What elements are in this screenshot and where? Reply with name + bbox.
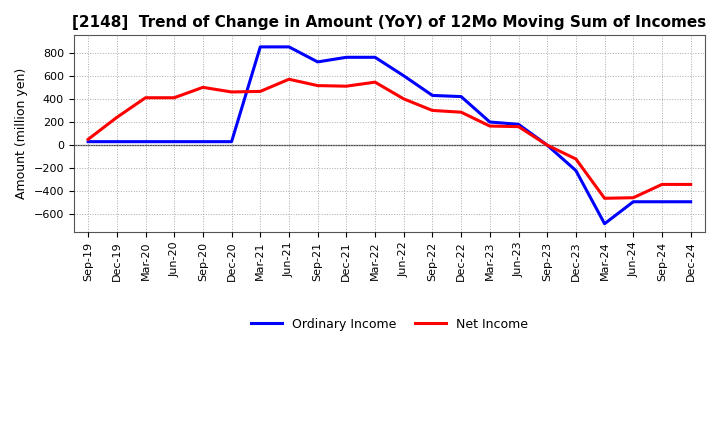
Ordinary Income [629, 199, 638, 205]
Net Income [284, 77, 293, 82]
Net Income [600, 196, 609, 201]
Net Income [199, 85, 207, 90]
Line: Net Income: Net Income [88, 79, 690, 198]
Ordinary Income [456, 94, 465, 99]
Ordinary Income [514, 122, 523, 127]
Net Income [543, 143, 552, 148]
Net Income [456, 110, 465, 115]
Net Income [514, 124, 523, 129]
Net Income [572, 156, 580, 161]
Ordinary Income [485, 119, 494, 125]
Net Income [428, 108, 437, 113]
Net Income [141, 95, 150, 100]
Ordinary Income [428, 93, 437, 98]
Net Income [657, 182, 666, 187]
Ordinary Income [342, 55, 351, 60]
Net Income [686, 182, 695, 187]
Y-axis label: Amount (million yen): Amount (million yen) [15, 68, 28, 199]
Ordinary Income [284, 44, 293, 50]
Net Income [485, 123, 494, 128]
Net Income [629, 195, 638, 200]
Net Income [256, 89, 264, 94]
Ordinary Income [686, 199, 695, 205]
Ordinary Income [657, 199, 666, 205]
Legend: Ordinary Income, Net Income: Ordinary Income, Net Income [246, 313, 534, 336]
Title: [2148]  Trend of Change in Amount (YoY) of 12Mo Moving Sum of Incomes: [2148] Trend of Change in Amount (YoY) o… [72, 15, 706, 30]
Ordinary Income [199, 139, 207, 144]
Net Income [342, 84, 351, 89]
Ordinary Income [543, 143, 552, 148]
Net Income [313, 83, 322, 88]
Ordinary Income [313, 59, 322, 65]
Line: Ordinary Income: Ordinary Income [88, 47, 690, 224]
Ordinary Income [400, 73, 408, 78]
Net Income [84, 137, 92, 142]
Net Income [400, 96, 408, 102]
Ordinary Income [170, 139, 179, 144]
Ordinary Income [141, 139, 150, 144]
Ordinary Income [371, 55, 379, 60]
Net Income [371, 80, 379, 85]
Ordinary Income [572, 168, 580, 173]
Ordinary Income [600, 221, 609, 226]
Ordinary Income [228, 139, 236, 144]
Ordinary Income [256, 44, 264, 50]
Ordinary Income [112, 139, 121, 144]
Net Income [228, 89, 236, 95]
Ordinary Income [84, 139, 92, 144]
Net Income [170, 95, 179, 100]
Net Income [112, 115, 121, 120]
